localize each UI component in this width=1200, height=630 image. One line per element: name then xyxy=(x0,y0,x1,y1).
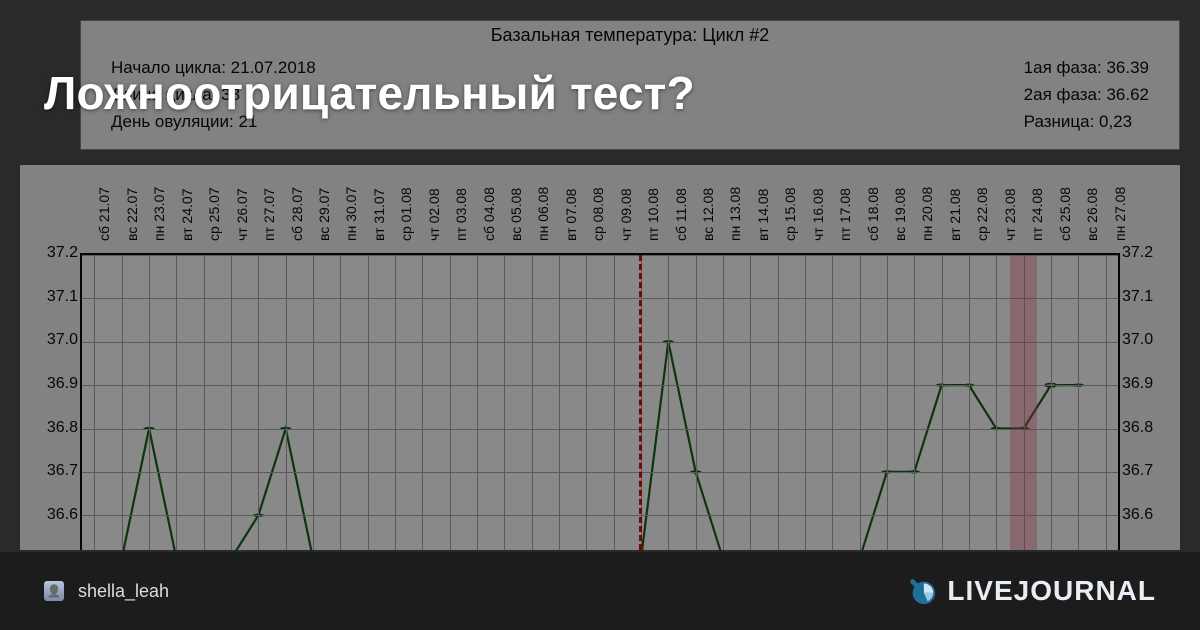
x-tick-label: ср 25.07 xyxy=(206,161,222,241)
panel-title: Базальная температура: Цикл #2 xyxy=(81,21,1179,46)
y-tick-label: 37.0 xyxy=(1122,331,1172,349)
x-tick-label: вс 22.07 xyxy=(124,161,140,241)
x-tick-label: пт 27.07 xyxy=(261,161,277,241)
y-tick-label: 36.8 xyxy=(28,419,78,437)
y-tick-label: 37.1 xyxy=(1122,288,1172,306)
author-block[interactable]: shella_leah xyxy=(44,581,169,602)
footer-bar: shella_leah LIVEJOURNAL xyxy=(0,552,1200,630)
livejournal-icon xyxy=(907,576,937,606)
x-tick-label: пн 27.08 xyxy=(1112,161,1128,241)
x-tick-label: вс 19.08 xyxy=(892,161,908,241)
y-tick-label: 36.6 xyxy=(1122,506,1172,524)
y-tick-label: 36.6 xyxy=(28,506,78,524)
x-tick-label: вт 14.08 xyxy=(755,161,771,241)
x-tick-label: ср 15.08 xyxy=(782,161,798,241)
x-tick-label: чт 26.07 xyxy=(234,161,250,241)
y-tick-label: 37.1 xyxy=(28,288,78,306)
y-tick-label: 37.2 xyxy=(1122,244,1172,262)
x-tick-label: ср 08.08 xyxy=(590,161,606,241)
panel-right-col: 1ая фаза: 36.39 2ая фаза: 36.62 Разница:… xyxy=(1024,54,1149,136)
highlight-column xyxy=(1010,255,1037,550)
author-username: shella_leah xyxy=(78,581,169,602)
y-tick-label: 36.9 xyxy=(1122,375,1172,393)
x-tick-label: ср 22.08 xyxy=(974,161,990,241)
x-tick-label: пн 13.08 xyxy=(727,161,743,241)
x-tick-label: вс 29.07 xyxy=(316,161,332,241)
x-tick-label: сб 18.08 xyxy=(865,161,881,241)
x-tick-label: сб 28.07 xyxy=(289,161,305,241)
x-tick-label: сб 04.08 xyxy=(481,161,497,241)
avatar-icon xyxy=(44,581,64,601)
x-tick-label: ср 01.08 xyxy=(398,161,414,241)
y-tick-label: 37.0 xyxy=(28,331,78,349)
x-tick-label: пн 23.07 xyxy=(151,161,167,241)
post-headline: Ложноотрицательный тест? xyxy=(44,66,695,120)
y-tick-label: 36.7 xyxy=(28,462,78,480)
ovulation-line xyxy=(639,255,642,550)
brand-text: LIVEJOURNAL xyxy=(947,575,1156,607)
bbt-chart: сб 21.07вс 22.07пн 23.07вт 24.07ср 25.07… xyxy=(20,165,1180,550)
x-tick-label: пт 03.08 xyxy=(453,161,469,241)
phase-diff: Разница: 0,23 xyxy=(1024,108,1149,135)
x-tick-label: пт 17.08 xyxy=(837,161,853,241)
x-tick-label: сб 25.08 xyxy=(1057,161,1073,241)
x-tick-label: чт 23.08 xyxy=(1002,161,1018,241)
y-tick-label: 36.7 xyxy=(1122,462,1172,480)
x-tick-label: вс 05.08 xyxy=(508,161,524,241)
x-tick-label: чт 09.08 xyxy=(618,161,634,241)
x-tick-label: чт 02.08 xyxy=(426,161,442,241)
x-tick-label: пт 24.08 xyxy=(1029,161,1045,241)
x-tick-label: сб 11.08 xyxy=(673,161,689,241)
phase1: 1ая фаза: 36.39 xyxy=(1024,54,1149,81)
x-tick-label: вс 26.08 xyxy=(1084,161,1100,241)
y-tick-label: 36.9 xyxy=(28,375,78,393)
x-tick-label: сб 21.07 xyxy=(96,161,112,241)
x-tick-label: пн 20.08 xyxy=(919,161,935,241)
x-tick-label: вс 12.08 xyxy=(700,161,716,241)
y-tick-label: 37.2 xyxy=(28,244,78,262)
x-tick-label: вт 24.07 xyxy=(179,161,195,241)
x-tick-label: пн 06.08 xyxy=(535,161,551,241)
x-tick-label: пн 30.07 xyxy=(343,161,359,241)
phase2: 2ая фаза: 36.62 xyxy=(1024,81,1149,108)
x-tick-label: вт 07.08 xyxy=(563,161,579,241)
x-tick-label: вт 21.08 xyxy=(947,161,963,241)
x-tick-label: чт 16.08 xyxy=(810,161,826,241)
x-tick-label: пт 10.08 xyxy=(645,161,661,241)
livejournal-brand[interactable]: LIVEJOURNAL xyxy=(907,575,1156,607)
x-tick-label: вт 31.07 xyxy=(371,161,387,241)
y-tick-label: 36.8 xyxy=(1122,419,1172,437)
